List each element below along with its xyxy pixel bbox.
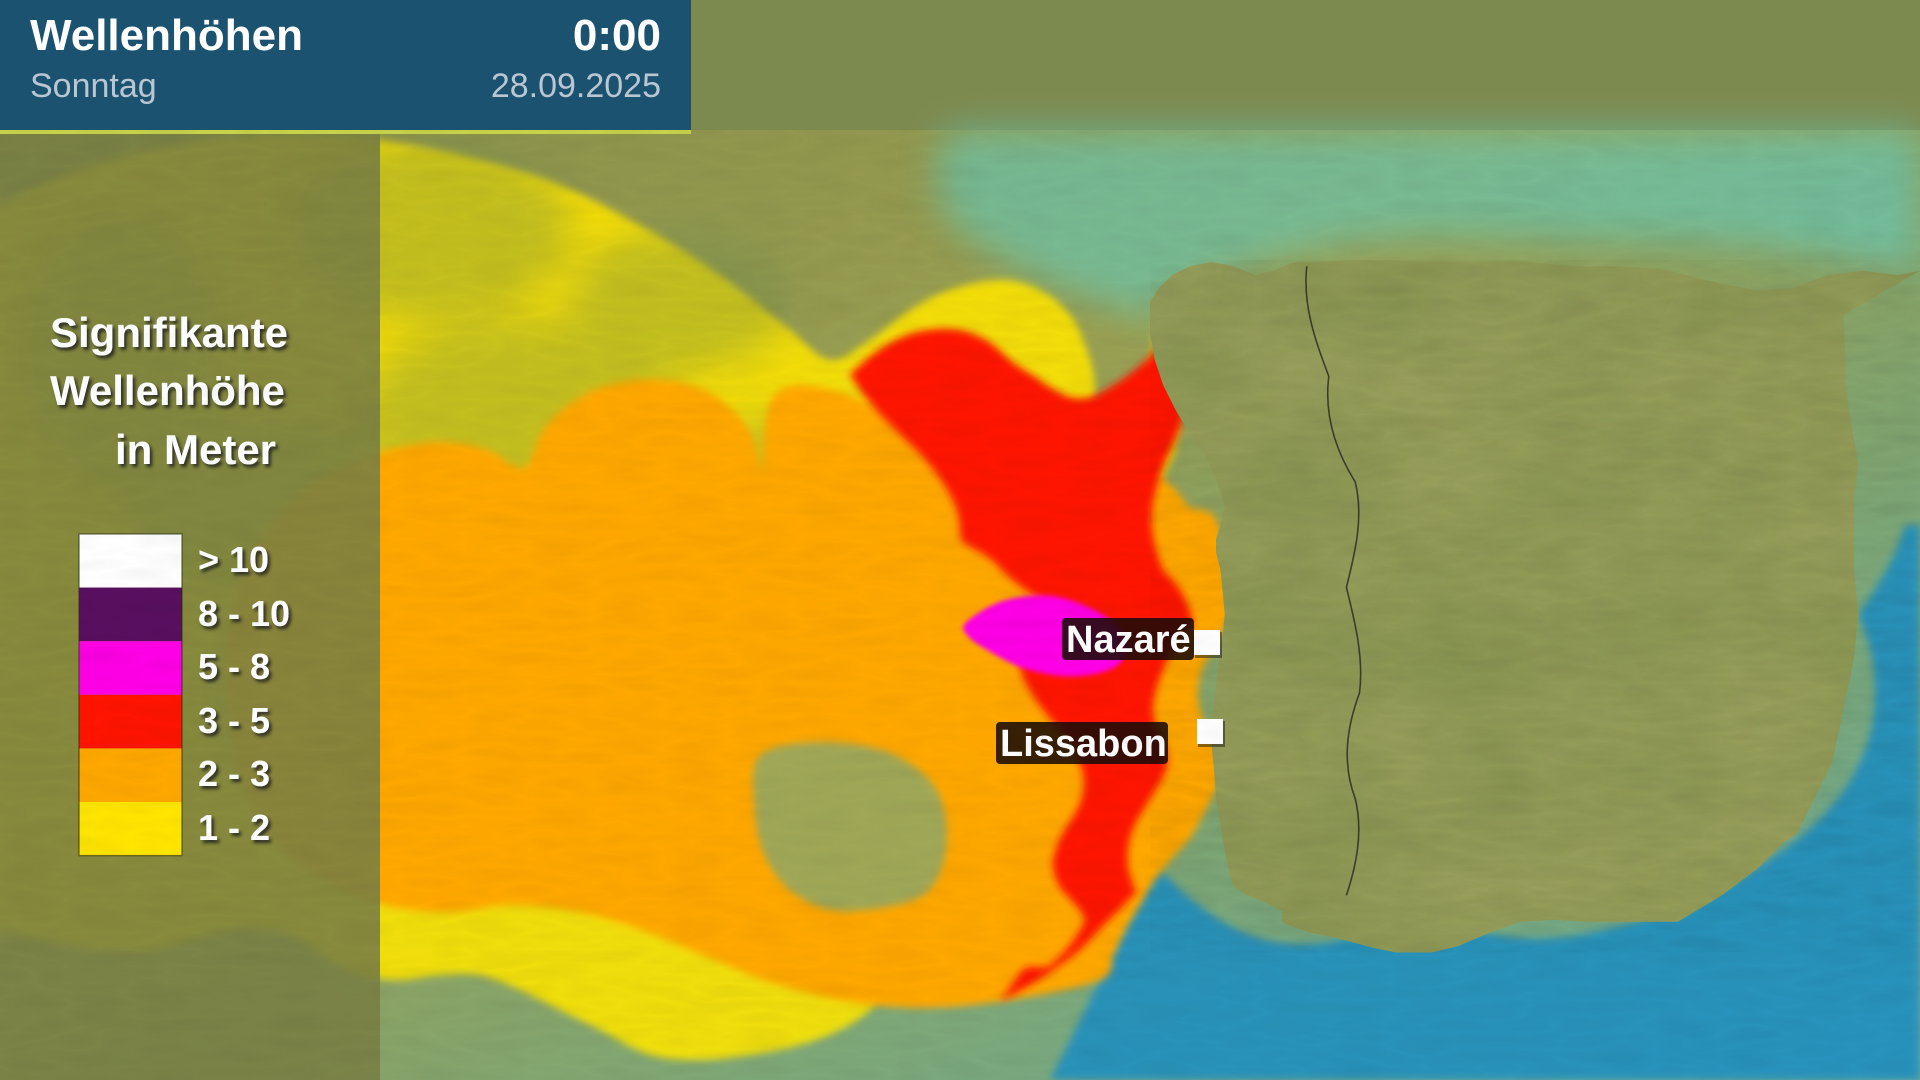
svg-text:Sonntag: Sonntag <box>30 67 157 105</box>
svg-text:Wellenhöhen: Wellenhöhen <box>30 11 303 60</box>
svg-text:0:00: 0:00 <box>573 11 661 60</box>
svg-text:28.09.2025: 28.09.2025 <box>491 67 661 105</box>
